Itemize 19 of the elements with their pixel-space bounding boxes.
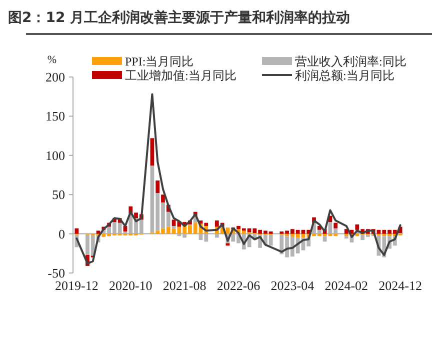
legend-label: 利润总额:当月同比	[295, 68, 394, 82]
chart-title: 图2：12 月工企利润改善主要源于产量和利润率的拉动	[8, 9, 350, 26]
y-axis-title: %	[47, 54, 57, 66]
y-tick-label: 100	[46, 148, 65, 163]
x-tick-label: 2024-12	[378, 278, 422, 293]
x-tick-label: 2024-02	[324, 278, 368, 293]
legend-label: PPI:当月同比	[125, 54, 194, 68]
y-tick-label: -50	[48, 266, 65, 280]
legend-label: 营业收入利润率:同比	[295, 54, 406, 68]
y-tick-label: 150	[46, 108, 65, 124]
x-tick-label: 2022-06	[216, 278, 261, 293]
y-tick-label: 200	[46, 70, 65, 84]
y-tick-label: 50	[52, 187, 65, 202]
y-tick-label: 0	[58, 226, 65, 242]
x-tick-label: 2020-10	[108, 278, 152, 293]
x-tick-label: 2019-12	[55, 278, 98, 293]
x-tick-label: 2023-04	[270, 278, 315, 293]
legend-label: 工业增加值:当月同比	[125, 68, 236, 82]
x-tick-label: 2021-08	[162, 278, 206, 293]
